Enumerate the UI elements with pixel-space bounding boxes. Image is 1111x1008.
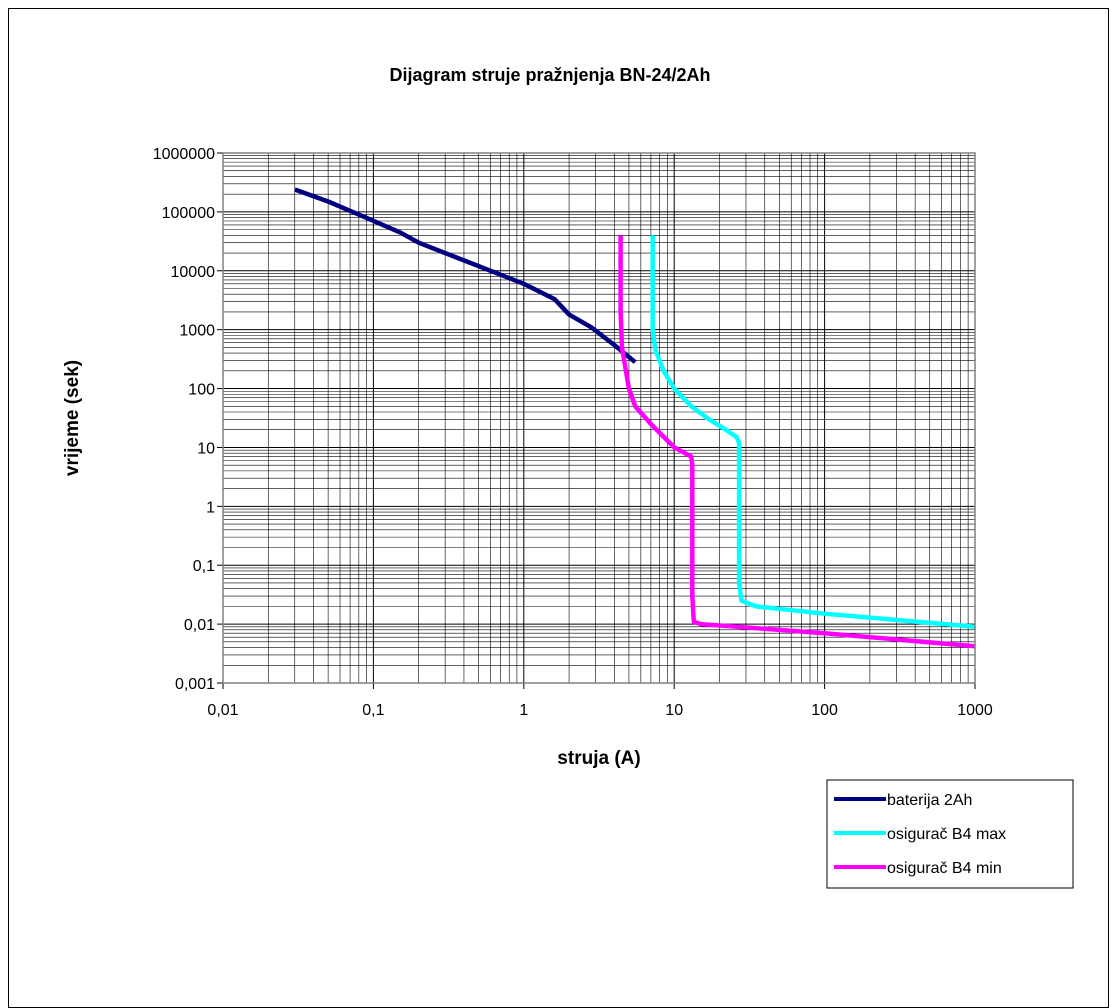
series-line-osigurac-max	[650, 235, 976, 630]
plot-border	[222, 152, 976, 684]
x-tick-label: 10	[665, 702, 683, 719]
y-tick-label: 10000	[171, 264, 216, 281]
x-tick-label: 1	[519, 702, 528, 719]
y-tick-label: 100	[188, 382, 215, 399]
tick-layer: 0,01 0,1 1 10 100 1000 0,001 0,01 0,1 1 10 100 1000 1…	[153, 146, 993, 719]
chart-svg: Dijagram struje pražnjenja BN-24/2Ah 0,0…	[62, 65, 1074, 889]
y-axis-title: vrijeme (sek)	[62, 360, 83, 476]
series-line-osigurac-min	[618, 235, 976, 649]
y-tick-label: 100000	[162, 205, 215, 222]
y-tick-label: 0,01	[184, 617, 215, 634]
x-axis-title: struja (A)	[557, 748, 640, 769]
legend-label-osigurac-max: osigurač B4 max	[887, 826, 1006, 843]
y-tick-label: 0,1	[193, 558, 215, 575]
series-layer	[294, 187, 976, 649]
x-tick-label: 1000	[957, 702, 993, 719]
x-tick-label: 100	[811, 702, 838, 719]
legend-label-osigurac-min: osigurač B4 min	[887, 860, 1002, 877]
legend-label-baterija: baterija 2Ah	[887, 792, 972, 809]
series-line-baterija	[294, 187, 637, 364]
chart-title: Dijagram struje pražnjenja BN-24/2Ah	[389, 65, 710, 85]
y-tick-label: 0,001	[175, 676, 215, 693]
y-tick-label: 10	[197, 440, 215, 457]
chart-frame: Dijagram struje pražnjenja BN-24/2Ah 0,0…	[8, 8, 1109, 1008]
y-tick-label: 1000000	[153, 146, 215, 163]
y-tick-label: 1	[206, 499, 215, 516]
legend: baterija 2Ah osigurač B4 max osigurač B4…	[826, 779, 1074, 889]
x-tick-label: 0,1	[362, 702, 384, 719]
x-tick-label: 0,01	[207, 702, 238, 719]
y-tick-label: 1000	[179, 323, 215, 340]
grid-layer	[222, 152, 976, 684]
